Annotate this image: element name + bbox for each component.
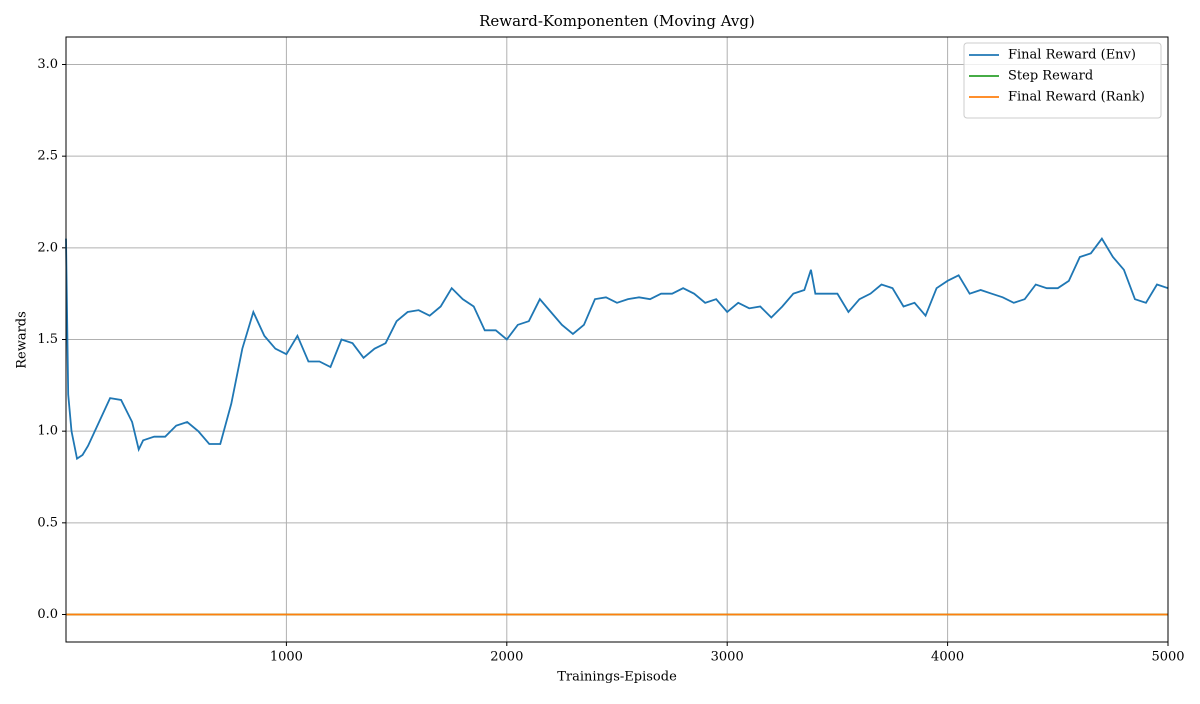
y-axis-label: Rewards (15, 311, 30, 369)
x-tick-label: 4000 (931, 650, 964, 665)
y-tick-label: 2.0 (37, 240, 58, 255)
x-tick-label: 2000 (490, 650, 523, 665)
y-tick-label: 0.0 (37, 607, 58, 622)
x-tick-label: 3000 (711, 650, 744, 665)
y-tick-label: 3.0 (37, 57, 58, 72)
y-tick-label: 2.5 (37, 149, 58, 164)
y-tick-label: 1.5 (37, 332, 58, 347)
plot-frame (65, 36, 1169, 643)
legend-label: Final Reward (Env) (1008, 48, 1136, 63)
x-tick-label: 1000 (270, 650, 303, 665)
legend-label: Step Reward (1008, 69, 1093, 84)
legend-label: Final Reward (Rank) (1008, 90, 1145, 105)
chart-title: Reward-Komponenten (Moving Avg) (479, 12, 755, 30)
x-tick-label: 5000 (1151, 650, 1184, 665)
series-line (65, 237, 1169, 461)
x-axis-label: Trainings-Episode (557, 670, 677, 685)
y-tick-label: 0.5 (37, 515, 58, 530)
legend-box (963, 42, 1162, 119)
y-tick-label: 1.0 (37, 424, 58, 439)
